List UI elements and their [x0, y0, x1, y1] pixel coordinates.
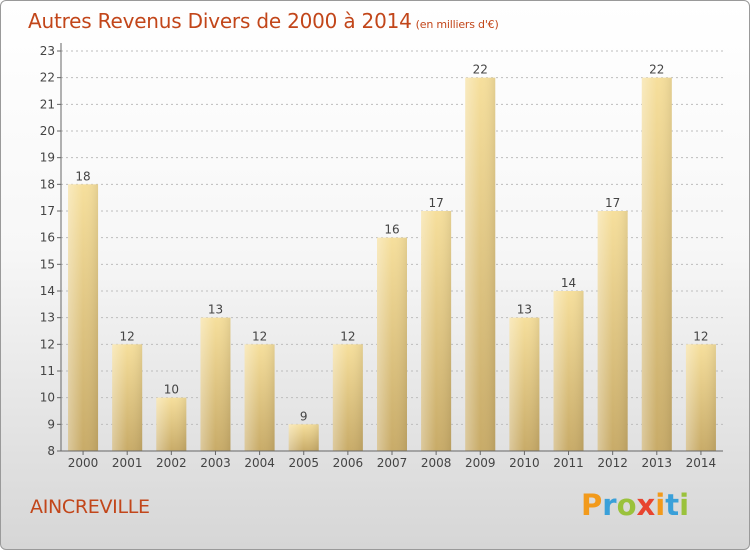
bar-shade: [421, 211, 452, 451]
axes: 8 9 10 11 12 13 14 15 16 17 18 19 20 21 22 23 2000 2001 20…: [40, 43, 723, 470]
bar-shade: [68, 184, 99, 452]
bar-shade: [156, 397, 187, 451]
bar-shade: [332, 344, 363, 451]
x-tick-label: 2012: [597, 456, 628, 470]
y-tick-label: 23: [40, 44, 55, 58]
x-tick-label: 2006: [333, 456, 364, 470]
data-label: 22: [649, 63, 664, 77]
data-label: 12: [120, 329, 135, 343]
x-tick-label: 2010: [509, 456, 540, 470]
y-tick-label: 16: [40, 231, 55, 245]
y-tick-label: 18: [40, 177, 55, 191]
x-tick-label: 2013: [642, 456, 673, 470]
bar-shade: [465, 77, 496, 452]
y-tick-label: 11: [40, 364, 55, 378]
x-tick-label: 2014: [686, 456, 717, 470]
bars: [68, 77, 716, 452]
y-tick-label: 21: [40, 97, 55, 111]
chart-subtitle: (en milliers d'€): [415, 18, 499, 31]
x-tick-label: 2001: [112, 456, 143, 470]
data-label: 17: [428, 196, 443, 210]
data-label: 12: [340, 329, 355, 343]
y-tick-label: 14: [40, 284, 55, 298]
chart-title: Autres Revenus Divers de 2000 à 2014 (en …: [28, 9, 499, 33]
data-label: 13: [208, 303, 223, 317]
bar-shade: [112, 344, 143, 451]
y-tick-label: 22: [40, 71, 55, 85]
data-labels: 18 12 10 13 12 9 12 16 17 22 13 14 17 22 12: [75, 63, 708, 424]
y-tick-label: 12: [40, 337, 55, 351]
x-tick-label: 2003: [200, 456, 231, 470]
data-label: 17: [605, 196, 620, 210]
bar-shade: [288, 424, 319, 451]
x-tick-label: 2005: [288, 456, 319, 470]
data-label: 10: [164, 383, 179, 397]
bar-shade: [641, 77, 672, 452]
x-tick-label: 2000: [68, 456, 99, 470]
data-label: 18: [75, 169, 90, 183]
y-tick-label: 20: [40, 124, 55, 138]
bar-shade: [509, 317, 540, 451]
bar-shade: [553, 291, 584, 451]
bar-shade: [244, 344, 275, 451]
x-tick-label: 2004: [244, 456, 275, 470]
y-tick-label: 19: [40, 151, 55, 165]
y-tick-label: 8: [47, 444, 55, 458]
data-label: 14: [561, 276, 576, 290]
location-label: AINCREVILLE: [30, 496, 150, 518]
proxiti-logo: Proxiti: [581, 488, 690, 522]
chart-title-text: Autres Revenus Divers de 2000 à 2014: [28, 9, 412, 33]
data-label: 12: [693, 329, 708, 343]
y-tick-label: 10: [40, 391, 55, 405]
data-label: 22: [473, 63, 488, 77]
data-label: 16: [384, 223, 399, 237]
data-label: 13: [517, 303, 532, 317]
x-tick-label: 2008: [421, 456, 452, 470]
x-tick-label: 2011: [553, 456, 584, 470]
bar-shade: [685, 344, 716, 451]
x-tick-label: 2009: [465, 456, 496, 470]
data-label: 12: [252, 329, 267, 343]
data-label: 9: [300, 409, 308, 423]
bar-shade: [377, 237, 407, 451]
y-tick-label: 13: [40, 311, 55, 325]
y-tick-label: 15: [40, 257, 55, 271]
y-tick-label: 9: [47, 417, 55, 431]
x-tick-label: 2002: [156, 456, 187, 470]
y-tick-label: 17: [40, 204, 55, 218]
x-tick-label: 2007: [377, 456, 408, 470]
bar-shade: [597, 211, 628, 451]
bar-shade: [200, 317, 231, 451]
